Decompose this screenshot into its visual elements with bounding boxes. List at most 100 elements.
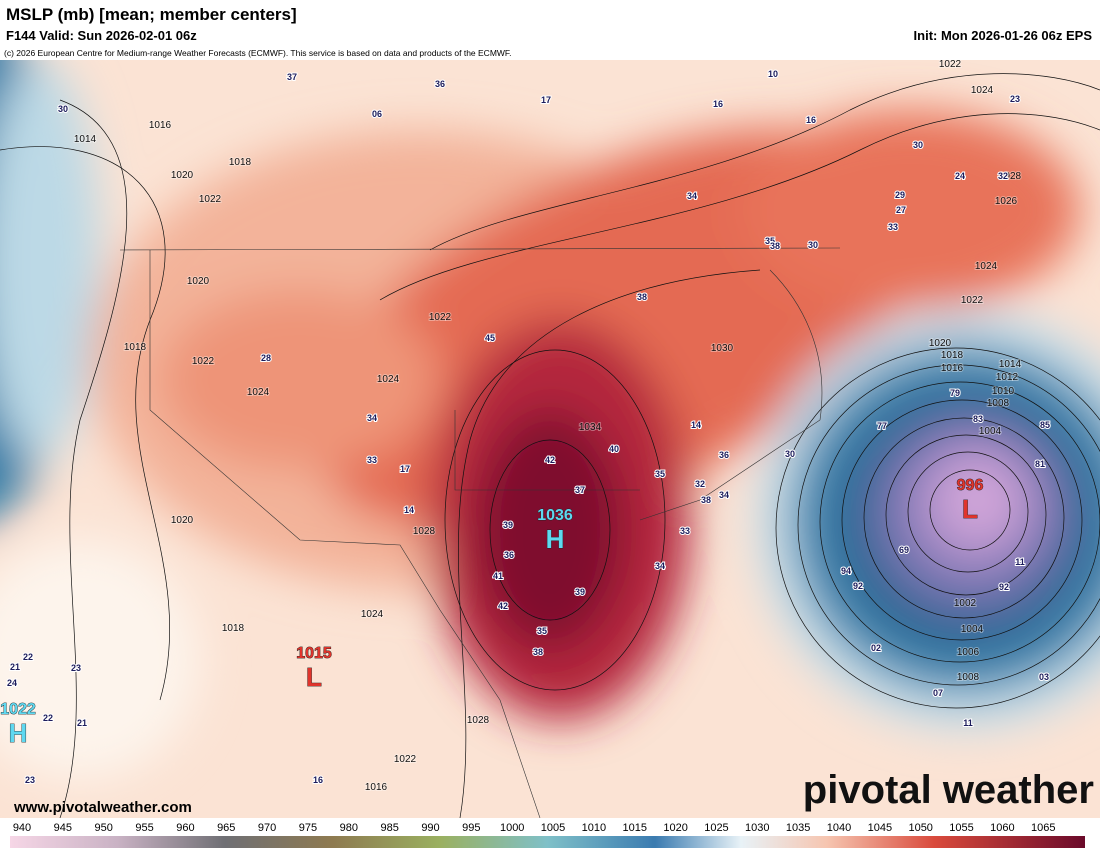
colorbar-label: 1025 bbox=[704, 822, 728, 834]
member-center-label: 03 bbox=[1039, 672, 1049, 682]
isobar-label: 1028 bbox=[999, 171, 1022, 182]
member-center-label: 36 bbox=[435, 79, 445, 89]
isobar-label: 1014 bbox=[999, 359, 1022, 370]
member-center-label: 14 bbox=[404, 505, 414, 515]
colorbar-label: 975 bbox=[299, 822, 317, 834]
colorbar-label: 970 bbox=[258, 822, 276, 834]
member-center-label: 32 bbox=[695, 479, 705, 489]
isobar-label: 1022 bbox=[192, 356, 215, 367]
member-center-label: 17 bbox=[541, 95, 551, 105]
isobar-label: 1022 bbox=[961, 295, 984, 306]
colorbar-label: 940 bbox=[13, 822, 31, 834]
member-center-label: 07 bbox=[933, 688, 943, 698]
colorbar-label: 990 bbox=[421, 822, 439, 834]
member-center-label: 36 bbox=[719, 450, 729, 460]
member-center-label: 37 bbox=[287, 72, 297, 82]
isobar-label: 1024 bbox=[247, 387, 270, 398]
title: MSLP (mb) [mean; member centers] bbox=[6, 5, 297, 24]
member-center-label: 23 bbox=[71, 663, 81, 673]
colorbar-label: 1055 bbox=[949, 822, 973, 834]
colorbar-label: 985 bbox=[380, 822, 398, 834]
colorbar: 940 945 950 955 960 965 970 975 980 985 990 995 1000… bbox=[10, 822, 1085, 848]
isobar-label: 1014 bbox=[74, 134, 97, 145]
member-center-label: 30 bbox=[913, 140, 923, 150]
member-center-label: 11 bbox=[1015, 557, 1025, 567]
center-symbol: H bbox=[9, 718, 28, 748]
member-center-label: 37 bbox=[575, 485, 585, 495]
member-center-label: 22 bbox=[43, 713, 53, 723]
member-center-label: 35 bbox=[537, 626, 547, 636]
credit: (c) 2026 European Centre for Medium-rang… bbox=[4, 48, 512, 58]
member-center-label: 38 bbox=[637, 292, 647, 302]
isobar-label: 1034 bbox=[579, 422, 602, 433]
isobar-label: 1018 bbox=[229, 157, 252, 168]
isobar-label: 1006 bbox=[957, 647, 980, 658]
colorbar-label: 960 bbox=[176, 822, 194, 834]
member-center-label: 42 bbox=[545, 455, 555, 465]
colorbar-strip bbox=[10, 836, 1085, 848]
colorbar-label: 965 bbox=[217, 822, 235, 834]
member-center-label: 34 bbox=[655, 561, 665, 571]
member-center-label: 33 bbox=[680, 526, 690, 536]
member-center-label: 33 bbox=[888, 222, 898, 232]
member-center-label: 39 bbox=[575, 587, 585, 597]
brand: pivotal weather bbox=[803, 768, 1094, 812]
member-center-label: 38 bbox=[533, 647, 543, 657]
member-center-label: 32 bbox=[998, 171, 1008, 181]
member-center-label: 23 bbox=[25, 775, 35, 785]
member-center-label: 30 bbox=[58, 104, 68, 114]
isobar-label: 1008 bbox=[957, 672, 980, 683]
center-value: 996 bbox=[957, 477, 984, 494]
colorbar-label: 1040 bbox=[827, 822, 851, 834]
isobar-label: 1026 bbox=[995, 196, 1018, 207]
isobar-label: 1020 bbox=[171, 515, 194, 526]
member-center-label: 16 bbox=[713, 99, 723, 109]
isobar-label: 1004 bbox=[979, 426, 1002, 437]
member-center-label: 40 bbox=[609, 444, 619, 454]
isobar-label: 1020 bbox=[187, 276, 210, 287]
colorbar-label: 1010 bbox=[582, 822, 606, 834]
member-center-label: 81 bbox=[1035, 459, 1045, 469]
member-center-label: 92 bbox=[853, 581, 863, 591]
colorbar-label: 980 bbox=[340, 822, 358, 834]
member-center-label: 38 bbox=[770, 241, 780, 251]
colorbar-label: 1000 bbox=[500, 822, 524, 834]
colorbar-label: 945 bbox=[54, 822, 72, 834]
member-center-label: 02 bbox=[871, 643, 881, 653]
member-center-label: 16 bbox=[806, 115, 816, 125]
member-center-label: 35 bbox=[655, 469, 665, 479]
colorbar-label: 995 bbox=[462, 822, 480, 834]
isobar-label: 1022 bbox=[199, 194, 222, 205]
center-symbol: L bbox=[306, 662, 322, 692]
isobar-label: 1016 bbox=[365, 782, 388, 793]
member-center-label: 11 bbox=[963, 718, 973, 728]
colorbar-label: 1030 bbox=[745, 822, 769, 834]
isobar-label: 1024 bbox=[377, 374, 400, 385]
colorbar-label: 1060 bbox=[990, 822, 1014, 834]
member-center-label: 27 bbox=[896, 205, 906, 215]
center-value: 1022 bbox=[0, 701, 36, 718]
member-center-label: 38 bbox=[701, 495, 711, 505]
member-center-label: 79 bbox=[950, 388, 960, 398]
colorbar-label: 1005 bbox=[541, 822, 565, 834]
member-center-label: 28 bbox=[261, 353, 271, 363]
isobar-label: 1010 bbox=[992, 386, 1015, 397]
isobar-label: 1020 bbox=[171, 170, 194, 181]
member-center-label: 17 bbox=[400, 464, 410, 474]
member-center-label: 21 bbox=[10, 662, 20, 672]
isobar-label: 1028 bbox=[467, 715, 490, 726]
borders bbox=[119, 247, 841, 818]
isobar-label: 1016 bbox=[941, 363, 964, 374]
member-center-label: 14 bbox=[691, 420, 701, 430]
member-center-label: 34 bbox=[367, 413, 377, 423]
member-center-label: 10 bbox=[768, 69, 778, 79]
colorbar-label: 1015 bbox=[623, 822, 647, 834]
isobar-label: 1028 bbox=[413, 526, 436, 537]
map-area bbox=[0, 60, 1100, 818]
member-center-label: 30 bbox=[785, 449, 795, 459]
isobar-label: 1018 bbox=[222, 623, 245, 634]
member-center-label: 45 bbox=[485, 333, 495, 343]
member-center-label: 29 bbox=[895, 190, 905, 200]
